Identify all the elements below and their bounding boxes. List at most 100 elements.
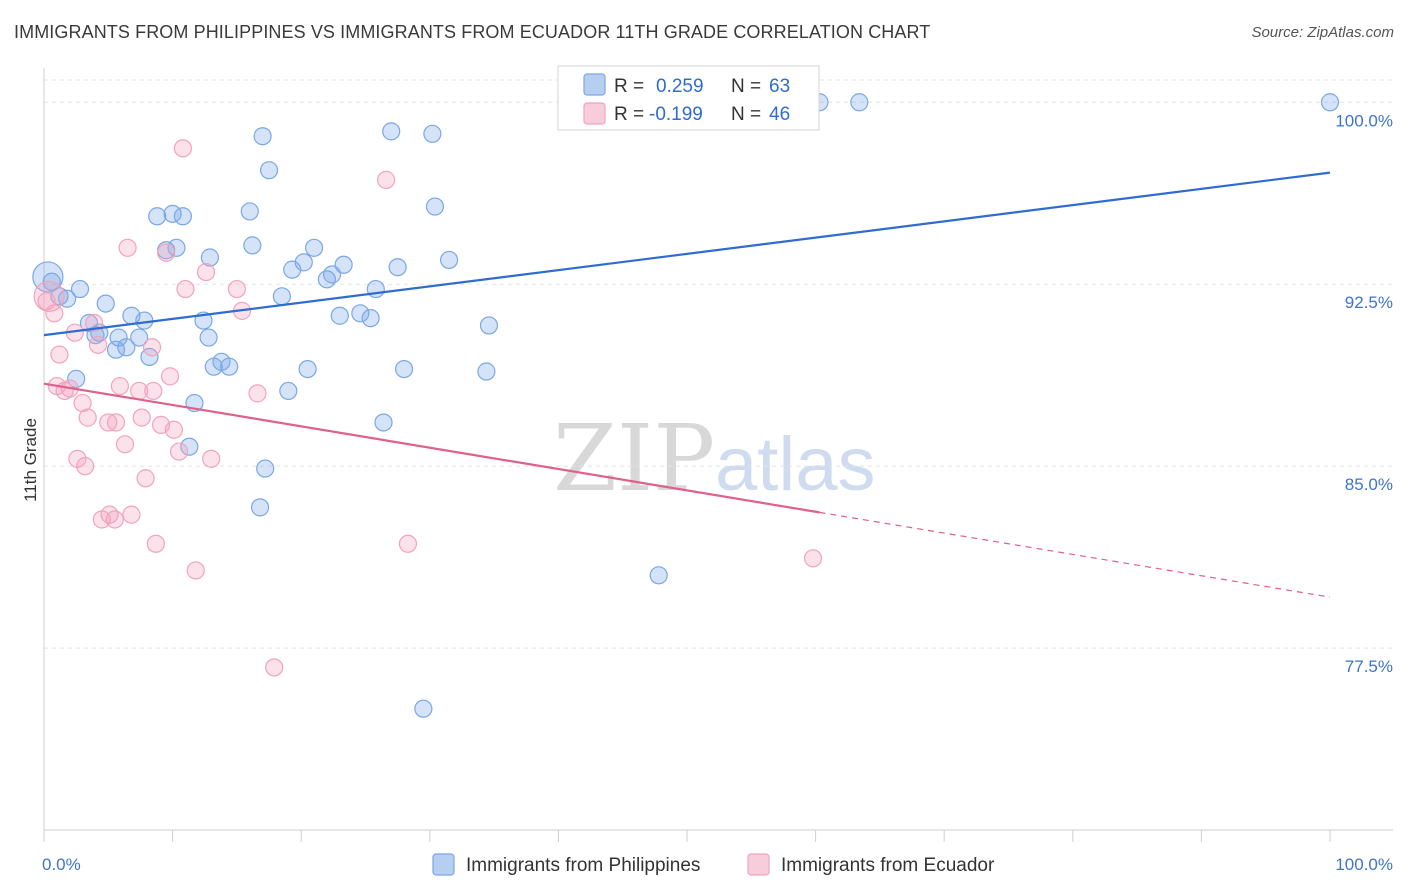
data-point-philippines [135, 311, 154, 330]
data-point-ecuador [803, 549, 823, 568]
data-point-philippines [200, 248, 219, 267]
data-point-ecuador [110, 376, 129, 396]
data-point-philippines [148, 207, 167, 226]
data-point-philippines [477, 362, 496, 381]
y-tick-labels: 77.5% 85.0% 92.5% 100.0% [1335, 111, 1393, 676]
data-point-ecuador [376, 170, 396, 189]
y-tick-label: 77.5% [1345, 657, 1393, 676]
data-point-philippines [1320, 93, 1340, 112]
data-point-philippines [425, 197, 445, 216]
legend-n-value-ecuador: 46 [769, 104, 790, 125]
data-point-ecuador [164, 420, 183, 439]
data-point-philippines [259, 161, 279, 180]
y-axis-title: 11th Grade [21, 418, 40, 502]
data-point-ecuador [118, 238, 137, 257]
data-point-philippines [279, 381, 298, 401]
data-point-ecuador [132, 408, 151, 427]
data-point-ecuador [68, 449, 87, 468]
x-tick-label: 100.0% [1335, 855, 1393, 874]
data-point-philippines [649, 566, 668, 585]
data-point-philippines [351, 304, 370, 323]
legend-r-label: R = [614, 104, 644, 125]
data-point-philippines [361, 309, 380, 328]
legend-swatch-ecuador [583, 102, 606, 125]
legend-r-value-ecuador: -0.199 [649, 104, 703, 125]
data-point-philippines [423, 124, 442, 143]
data-point-ecuador [157, 243, 176, 262]
x-tick-labels: 0.0% 100.0% [42, 855, 1393, 874]
watermark-zip: ZIP [553, 405, 715, 512]
data-point-philippines [322, 265, 342, 284]
data-point-philippines [250, 498, 270, 517]
data-point-philippines [256, 459, 275, 478]
data-point-philippines [394, 359, 414, 379]
watermark-atlas: atlas [715, 422, 876, 507]
data-point-ecuador [144, 381, 163, 401]
data-point-ecuador [105, 510, 124, 529]
series-legend-swatch-philippines [432, 853, 455, 876]
legend-r-value-philippines: 0.259 [656, 76, 704, 97]
data-point-ecuador [173, 139, 192, 158]
legend-n-label: N = [731, 104, 761, 125]
data-point-philippines [180, 437, 199, 456]
data-point-philippines [317, 270, 337, 289]
data-point-ecuador [76, 457, 95, 476]
y-tick-label: 92.5% [1345, 293, 1393, 312]
data-point-philippines [479, 316, 499, 335]
data-point-ecuador [88, 335, 108, 354]
data-point-philippines [173, 207, 192, 226]
grid-lines [44, 79, 1393, 649]
data-point-philippines [388, 258, 407, 277]
trend-lines [43, 171, 1331, 598]
data-point-ecuador [37, 292, 56, 311]
data-point-philippines [220, 357, 239, 376]
data-point-philippines [130, 328, 149, 347]
data-point-philippines [96, 294, 115, 313]
legend-r-label: R = [614, 76, 644, 97]
data-point-philippines [298, 359, 317, 379]
data-point-ecuador [122, 505, 141, 524]
trend-line-ecuador-extension [819, 511, 1331, 598]
data-point-philippines [167, 238, 186, 257]
series-legend-label-ecuador: Immigrants from Ecuador [781, 855, 995, 876]
data-point-ecuador [398, 534, 418, 553]
data-point-philippines [199, 328, 218, 347]
axes [43, 68, 1393, 842]
data-point-philippines [67, 369, 86, 388]
data-point-ecuador [176, 279, 195, 299]
data-point-ecuador [196, 262, 216, 282]
data-point-philippines [414, 699, 433, 718]
y-tick-label: 100.0% [1335, 111, 1393, 130]
data-point-philippines [294, 253, 313, 272]
data-point-ecuador [142, 338, 162, 357]
legend-box: R = 0.259 N = 63 R = -0.199 N = 46 [557, 65, 820, 131]
data-point-ecuador [33, 280, 65, 312]
trend-line-ecuador [43, 382, 820, 514]
series-legend-swatch-ecuador [747, 853, 770, 876]
chart-title: IMMIGRANTS FROM PHILIPPINES VS IMMIGRANT… [14, 22, 931, 42]
data-points [32, 93, 1340, 718]
data-point-ecuador [136, 469, 155, 488]
series-legend-label-philippines: Immigrants from Philippines [466, 855, 700, 876]
data-point-ecuador [115, 435, 135, 454]
data-point-ecuador [146, 534, 165, 553]
source-credit: Source: ZipAtlas.com [1251, 24, 1394, 41]
data-point-ecuador [202, 449, 221, 468]
data-point-philippines [382, 122, 401, 141]
data-point-ecuador [248, 384, 267, 403]
data-point-ecuador [106, 413, 126, 432]
data-point-philippines [243, 236, 262, 255]
data-point-ecuador [265, 658, 284, 677]
watermark: ZIP atlas [553, 405, 876, 512]
data-point-philippines [334, 255, 353, 274]
data-point-ecuador [227, 279, 246, 299]
data-point-ecuador [78, 408, 97, 427]
data-point-philippines [117, 338, 136, 357]
data-point-philippines [330, 306, 349, 325]
legend-n-value-philippines: 63 [769, 76, 790, 97]
data-point-philippines [253, 127, 272, 146]
legend-n-label: N = [731, 76, 761, 97]
trend-line-philippines [43, 171, 1331, 337]
data-point-philippines [240, 202, 259, 221]
legend-swatch-philippines [583, 73, 606, 96]
